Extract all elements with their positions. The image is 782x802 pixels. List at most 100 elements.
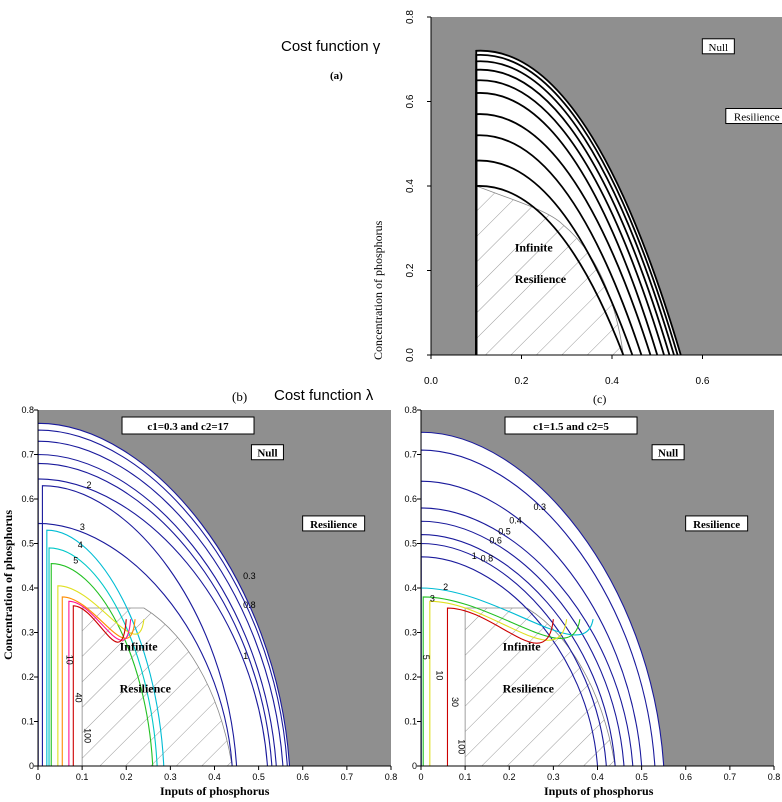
contour-line-10 xyxy=(429,600,568,766)
contour-label-5: 0.8 xyxy=(481,553,494,563)
params-box xyxy=(504,416,638,435)
x-tick-label-8: 0.8 xyxy=(768,772,781,782)
contour-line-12 xyxy=(61,596,136,766)
y-tick-label-5: 0.5 xyxy=(404,539,417,549)
contour-label-6: 1 xyxy=(243,651,248,661)
x-tick-label-0: 0 xyxy=(35,772,40,782)
contour-line-9 xyxy=(422,596,581,766)
y-tick-label-3: 0.3 xyxy=(21,628,34,638)
contour-label-0: 0.3 xyxy=(534,502,547,512)
infinite-label: Infinite xyxy=(120,639,159,653)
contour-line-2 xyxy=(38,440,284,766)
y-tick-label-2: 0.2 xyxy=(21,672,34,682)
y-tick-label-0: 0.0 xyxy=(405,348,416,362)
infinite-resilience-region xyxy=(464,607,616,766)
y-tick-label-2: 0.2 xyxy=(404,672,417,682)
x-tick-label-1: 0.2 xyxy=(515,376,529,387)
x-tick-label-1: 0.1 xyxy=(76,772,89,782)
null-label: Null xyxy=(257,448,277,460)
y-tick-label-1: 0.1 xyxy=(21,717,34,727)
y-tick-label-8: 0.8 xyxy=(404,405,417,415)
infinite-resilience-region xyxy=(81,607,233,766)
x-tick-label-0: 0 xyxy=(418,772,423,782)
x-tick-label-4: 0.4 xyxy=(591,772,604,782)
contour-line-5 xyxy=(38,478,268,766)
cost-function-gamma-title: Cost function γ xyxy=(281,38,381,55)
contour-line-8 xyxy=(46,529,165,766)
x-tick-label-8: 0.8 xyxy=(385,772,398,782)
contour-line-7 xyxy=(41,485,238,766)
contour-label-11: 100 xyxy=(457,739,467,754)
x-tick-label-3: 0.3 xyxy=(164,772,177,782)
x-tick-label-6: 0.6 xyxy=(296,772,309,782)
x-tick-label-1: 0.1 xyxy=(459,772,472,782)
contour-label-4: 0.3 xyxy=(243,571,256,581)
contour-line-5 xyxy=(475,79,665,355)
contour-line-1 xyxy=(421,449,656,766)
x-tick-label-2: 0.2 xyxy=(503,772,516,782)
null-label-box xyxy=(701,38,735,55)
y-tick-label-8: 0.8 xyxy=(21,405,34,415)
contour-line-0 xyxy=(38,422,291,766)
contour-line-1 xyxy=(38,429,288,766)
x-tick-label-3: 0.6 xyxy=(696,376,710,387)
y-tick-label-0: 0 xyxy=(29,761,34,771)
contour-line-4 xyxy=(421,520,625,766)
contour-label-4: 1 xyxy=(472,551,477,561)
x-tick-label-7: 0.7 xyxy=(724,772,737,782)
y-tick-label-1: 0.1 xyxy=(404,717,417,727)
contour-line-4 xyxy=(475,92,659,355)
panel-c-xlabel: Inputs of phosphorus xyxy=(544,784,654,798)
resilience-label: Resilience xyxy=(734,112,780,124)
params-label: c1=1.5 and c2=5 xyxy=(533,421,609,433)
contour-line-4 xyxy=(38,462,273,766)
x-tick-label-5: 0.5 xyxy=(252,772,265,782)
contour-line-0 xyxy=(475,185,625,355)
contour-label-3: 5 xyxy=(73,556,78,566)
contour-label-0: 2 xyxy=(87,480,92,490)
x-tick-label-5: 0.5 xyxy=(635,772,648,782)
contour-label-6: 2 xyxy=(443,582,448,592)
infinite-resilience-region xyxy=(475,185,624,355)
contour-label-2: 4 xyxy=(78,540,83,550)
y-tick-label-6: 0.6 xyxy=(404,494,417,504)
contour-label-1: 0.4 xyxy=(509,515,522,525)
contour-line-7 xyxy=(475,60,675,355)
y-tick-label-2: 0.4 xyxy=(405,179,416,193)
resilience-label-box xyxy=(302,515,366,532)
cost-function-lambda-title: Cost function λ xyxy=(274,387,374,404)
x-tick-label-0: 0.0 xyxy=(424,376,438,387)
x-tick-label-2: 0.4 xyxy=(605,376,619,387)
y-tick-label-4: 0.8 xyxy=(405,10,416,24)
contour-line-11 xyxy=(446,607,554,766)
contour-line-9 xyxy=(48,547,158,766)
contour-label-9: 100 xyxy=(82,728,92,743)
infinite-resilience-label: Resilience xyxy=(120,682,172,696)
contour-line-3 xyxy=(421,507,634,766)
panel-b-label: (b) xyxy=(232,389,248,404)
resilience-label: Resilience xyxy=(693,519,740,531)
null-label: Null xyxy=(709,42,729,54)
params-label: c1=0.3 and c2=17 xyxy=(147,421,229,433)
contour-line-10 xyxy=(50,562,154,766)
panel-c-plot-area: Null Resilience Infinite Resilience c1=1.5 a… xyxy=(421,410,774,766)
resilience-label-box xyxy=(725,108,782,125)
contour-label-3: 0.6 xyxy=(489,536,502,546)
contour-line-7 xyxy=(421,556,599,766)
y-tick-label-3: 0.6 xyxy=(405,94,416,108)
y-tick-label-1: 0.2 xyxy=(405,263,416,277)
y-tick-label-0: 0 xyxy=(412,761,417,771)
contour-line-6 xyxy=(38,522,233,766)
contour-label-9: 10 xyxy=(434,670,444,680)
y-tick-label-6: 0.6 xyxy=(21,494,34,504)
infinite-resilience-label: Resilience xyxy=(503,682,555,696)
null-label-box xyxy=(250,444,284,461)
contour-line-0 xyxy=(421,431,665,766)
resilience-label-box xyxy=(685,515,749,532)
contour-line-3 xyxy=(475,113,652,355)
contour-label-10: 30 xyxy=(450,697,460,707)
contour-label-7: 3 xyxy=(430,593,435,603)
panel-a-plot-area: Null Resilience Infinite Resilience xyxy=(431,17,782,355)
